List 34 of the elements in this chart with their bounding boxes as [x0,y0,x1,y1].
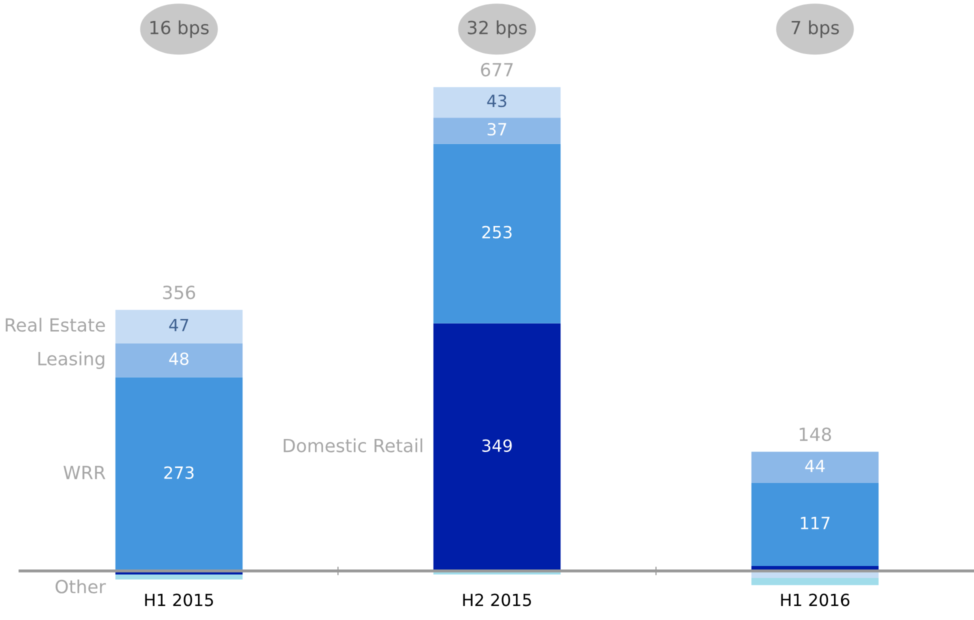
total-label: 677 [481,62,513,76]
bar [115,343,243,378]
series-label: Leasing [38,352,104,369]
bar [751,482,879,566]
data-label: 47 [169,318,188,332]
total-label: 148 [800,428,831,442]
bar [433,118,561,144]
total-label: 356 [163,286,196,300]
bar [433,87,561,118]
text: 7 bps [792,20,839,38]
data-label: 37 [488,122,506,136]
bar [115,377,243,571]
data-label: 43 [487,94,506,108]
data-label: 273 [164,466,194,479]
data-label: 44 [805,460,825,472]
series-label: Domestic Retail [284,438,422,452]
x-tick-label: H1 2016 [781,594,850,606]
bar [115,574,243,580]
bar [433,323,561,571]
series-label: Real Estate [6,318,105,332]
data-label: 253 [482,226,512,238]
x-tick-label: H1 2015 [145,594,213,606]
text: 32 bps [468,20,527,38]
bar [115,310,243,344]
text: 16 bps [150,20,209,38]
x-tick-label: H2 2015 [463,594,531,606]
data-label: 349 [482,439,512,452]
series-label: WRR [64,466,106,480]
data-label: 48 [169,352,188,366]
bar [751,578,879,586]
series-label: Other [56,579,106,594]
bar [433,144,561,324]
data-label: 117 [800,516,830,530]
bar [751,452,879,483]
